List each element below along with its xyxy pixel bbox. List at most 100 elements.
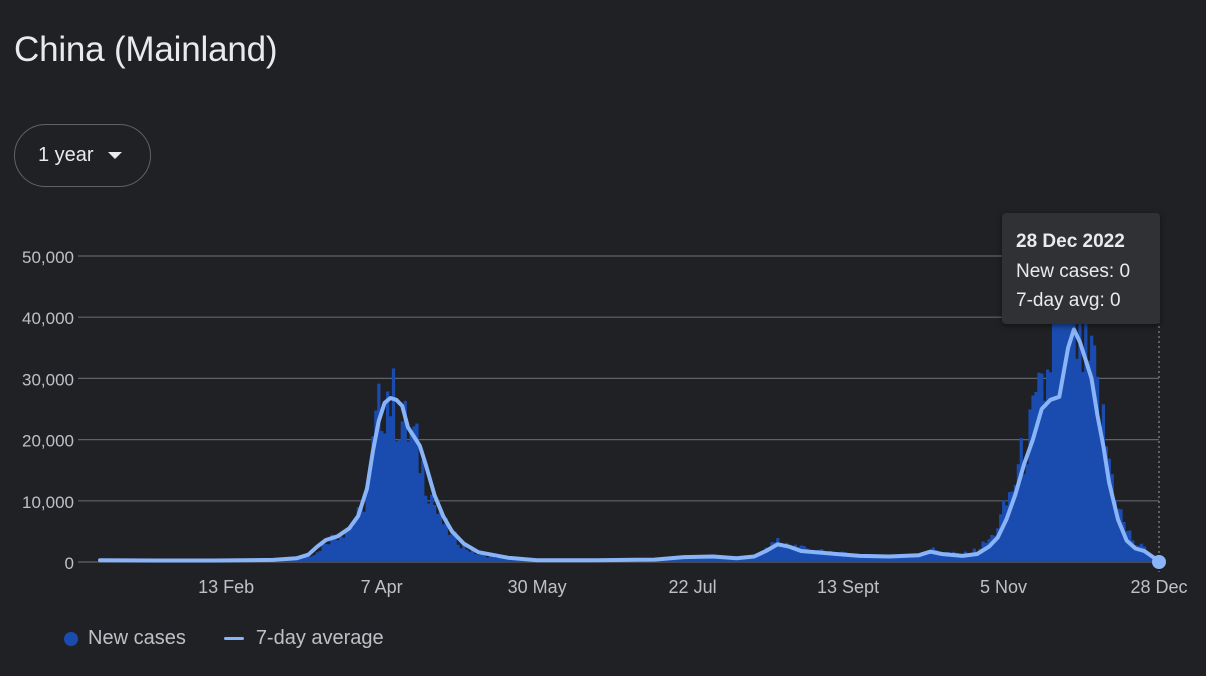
time-range-dropdown[interactable]: 1 year bbox=[14, 124, 151, 187]
new-cases-bar bbox=[955, 552, 959, 562]
new-cases-bar bbox=[1137, 545, 1141, 562]
new-cases-bar bbox=[858, 555, 862, 562]
new-cases-bar bbox=[743, 558, 748, 562]
new-cases-bar bbox=[746, 557, 751, 562]
new-cases-bar bbox=[1107, 458, 1111, 562]
new-cases-bar bbox=[943, 552, 947, 562]
new-cases-bar bbox=[934, 550, 938, 562]
new-cases-bar bbox=[682, 558, 686, 562]
new-cases-bar bbox=[919, 555, 924, 562]
new-cases-bar bbox=[1046, 369, 1050, 562]
new-cases-bar bbox=[887, 555, 891, 562]
new-cases-bar bbox=[784, 542, 789, 562]
new-cases-bar bbox=[453, 531, 457, 562]
tooltip-date: 28 Dec 2022 bbox=[1016, 231, 1125, 252]
new-cases-bar bbox=[694, 557, 698, 562]
new-cases-bar bbox=[471, 549, 475, 562]
y-tick-label: 30,000 bbox=[22, 370, 74, 389]
x-tick-label: 7 Apr bbox=[361, 577, 403, 597]
y-tick-label: 40,000 bbox=[22, 309, 74, 328]
hover-point-marker bbox=[1152, 555, 1166, 569]
new-cases-bar bbox=[447, 534, 451, 562]
x-tick-label: 5 Nov bbox=[980, 577, 1027, 597]
new-cases-bar bbox=[497, 556, 501, 562]
new-cases-bar bbox=[793, 544, 798, 562]
new-cases-bar bbox=[459, 548, 463, 562]
new-cases-bar bbox=[374, 410, 378, 562]
new-cases-bar bbox=[767, 548, 771, 562]
legend-new-cases: New cases bbox=[64, 627, 186, 650]
new-cases-bar bbox=[673, 558, 677, 562]
new-cases-bar bbox=[808, 551, 812, 562]
new-cases-bar bbox=[468, 551, 472, 562]
new-cases-bar bbox=[717, 556, 721, 562]
new-cases-bar bbox=[418, 473, 422, 562]
new-cases-bar bbox=[1040, 373, 1044, 562]
new-cases-bar bbox=[509, 558, 513, 562]
new-cases-bar bbox=[474, 554, 478, 562]
new-cases-bar bbox=[799, 545, 803, 562]
legend-7day-average-label: 7-day average bbox=[255, 627, 384, 649]
new-cases-bar bbox=[368, 466, 372, 562]
new-cases-bar bbox=[421, 460, 425, 562]
new-cases-bar bbox=[899, 554, 903, 562]
x-tick-label: 30 May bbox=[508, 577, 567, 597]
new-cases-bar bbox=[1131, 540, 1135, 562]
new-cases-bar bbox=[485, 557, 489, 562]
new-cases-bar bbox=[755, 553, 759, 562]
new-cases-bar bbox=[406, 441, 410, 562]
new-cases-bar bbox=[960, 555, 965, 562]
new-cases-bar bbox=[1098, 425, 1103, 562]
new-cases-bar bbox=[353, 521, 357, 562]
new-cases-bar bbox=[834, 552, 839, 562]
new-cases-bar bbox=[738, 559, 742, 562]
y-tick-label: 20,000 bbox=[22, 432, 74, 451]
new-cases-bar bbox=[394, 441, 399, 562]
new-cases-bar bbox=[503, 559, 507, 562]
new-cases-bar bbox=[679, 558, 683, 562]
new-cases-bar bbox=[867, 554, 871, 562]
new-cases-bar bbox=[937, 551, 941, 562]
new-cases-bar bbox=[878, 556, 883, 562]
new-cases-bar bbox=[391, 368, 396, 562]
new-cases-bar bbox=[811, 550, 815, 562]
new-cases-bar bbox=[403, 400, 407, 562]
new-cases-bar bbox=[462, 544, 466, 562]
new-cases-bar bbox=[386, 391, 390, 562]
new-cases-bar bbox=[1004, 505, 1009, 562]
new-cases-bar bbox=[1119, 509, 1123, 562]
new-cases-bar bbox=[371, 436, 375, 562]
new-cases-bar bbox=[905, 555, 909, 562]
new-cases-bar bbox=[359, 505, 363, 562]
new-cases-bar bbox=[415, 423, 419, 562]
new-cases-bar bbox=[482, 554, 487, 562]
new-cases-bar bbox=[890, 556, 894, 562]
legend-line-swatch-icon bbox=[223, 637, 244, 640]
new-cases-bar bbox=[1019, 438, 1023, 562]
new-cases-bar bbox=[347, 528, 352, 562]
new-cases-bar bbox=[966, 554, 971, 562]
new-cases-bar bbox=[1148, 553, 1152, 562]
new-cases-bar bbox=[776, 538, 780, 562]
new-cases-bar bbox=[740, 559, 745, 562]
new-cases-bar bbox=[1090, 335, 1094, 562]
new-cases-bar bbox=[1095, 376, 1100, 562]
new-cases-bar bbox=[388, 416, 393, 562]
new-cases-bar bbox=[987, 539, 991, 562]
new-cases-bar bbox=[339, 536, 343, 562]
new-cases-bar bbox=[893, 555, 897, 562]
new-cases-bar bbox=[779, 542, 783, 562]
new-cases-bar bbox=[336, 540, 340, 562]
new-cases-bar bbox=[949, 553, 953, 562]
new-cases-bar bbox=[840, 551, 844, 562]
new-cases-bar bbox=[978, 548, 982, 562]
new-cases-bar bbox=[849, 555, 853, 562]
new-cases-bar bbox=[1025, 464, 1029, 562]
time-range-label: 1 year bbox=[38, 144, 94, 166]
new-cases-bar bbox=[884, 554, 888, 562]
new-cases-bar bbox=[940, 552, 944, 562]
new-cases-bar bbox=[432, 505, 437, 562]
new-cases-bar bbox=[896, 555, 900, 562]
new-cases-bar bbox=[852, 556, 856, 562]
